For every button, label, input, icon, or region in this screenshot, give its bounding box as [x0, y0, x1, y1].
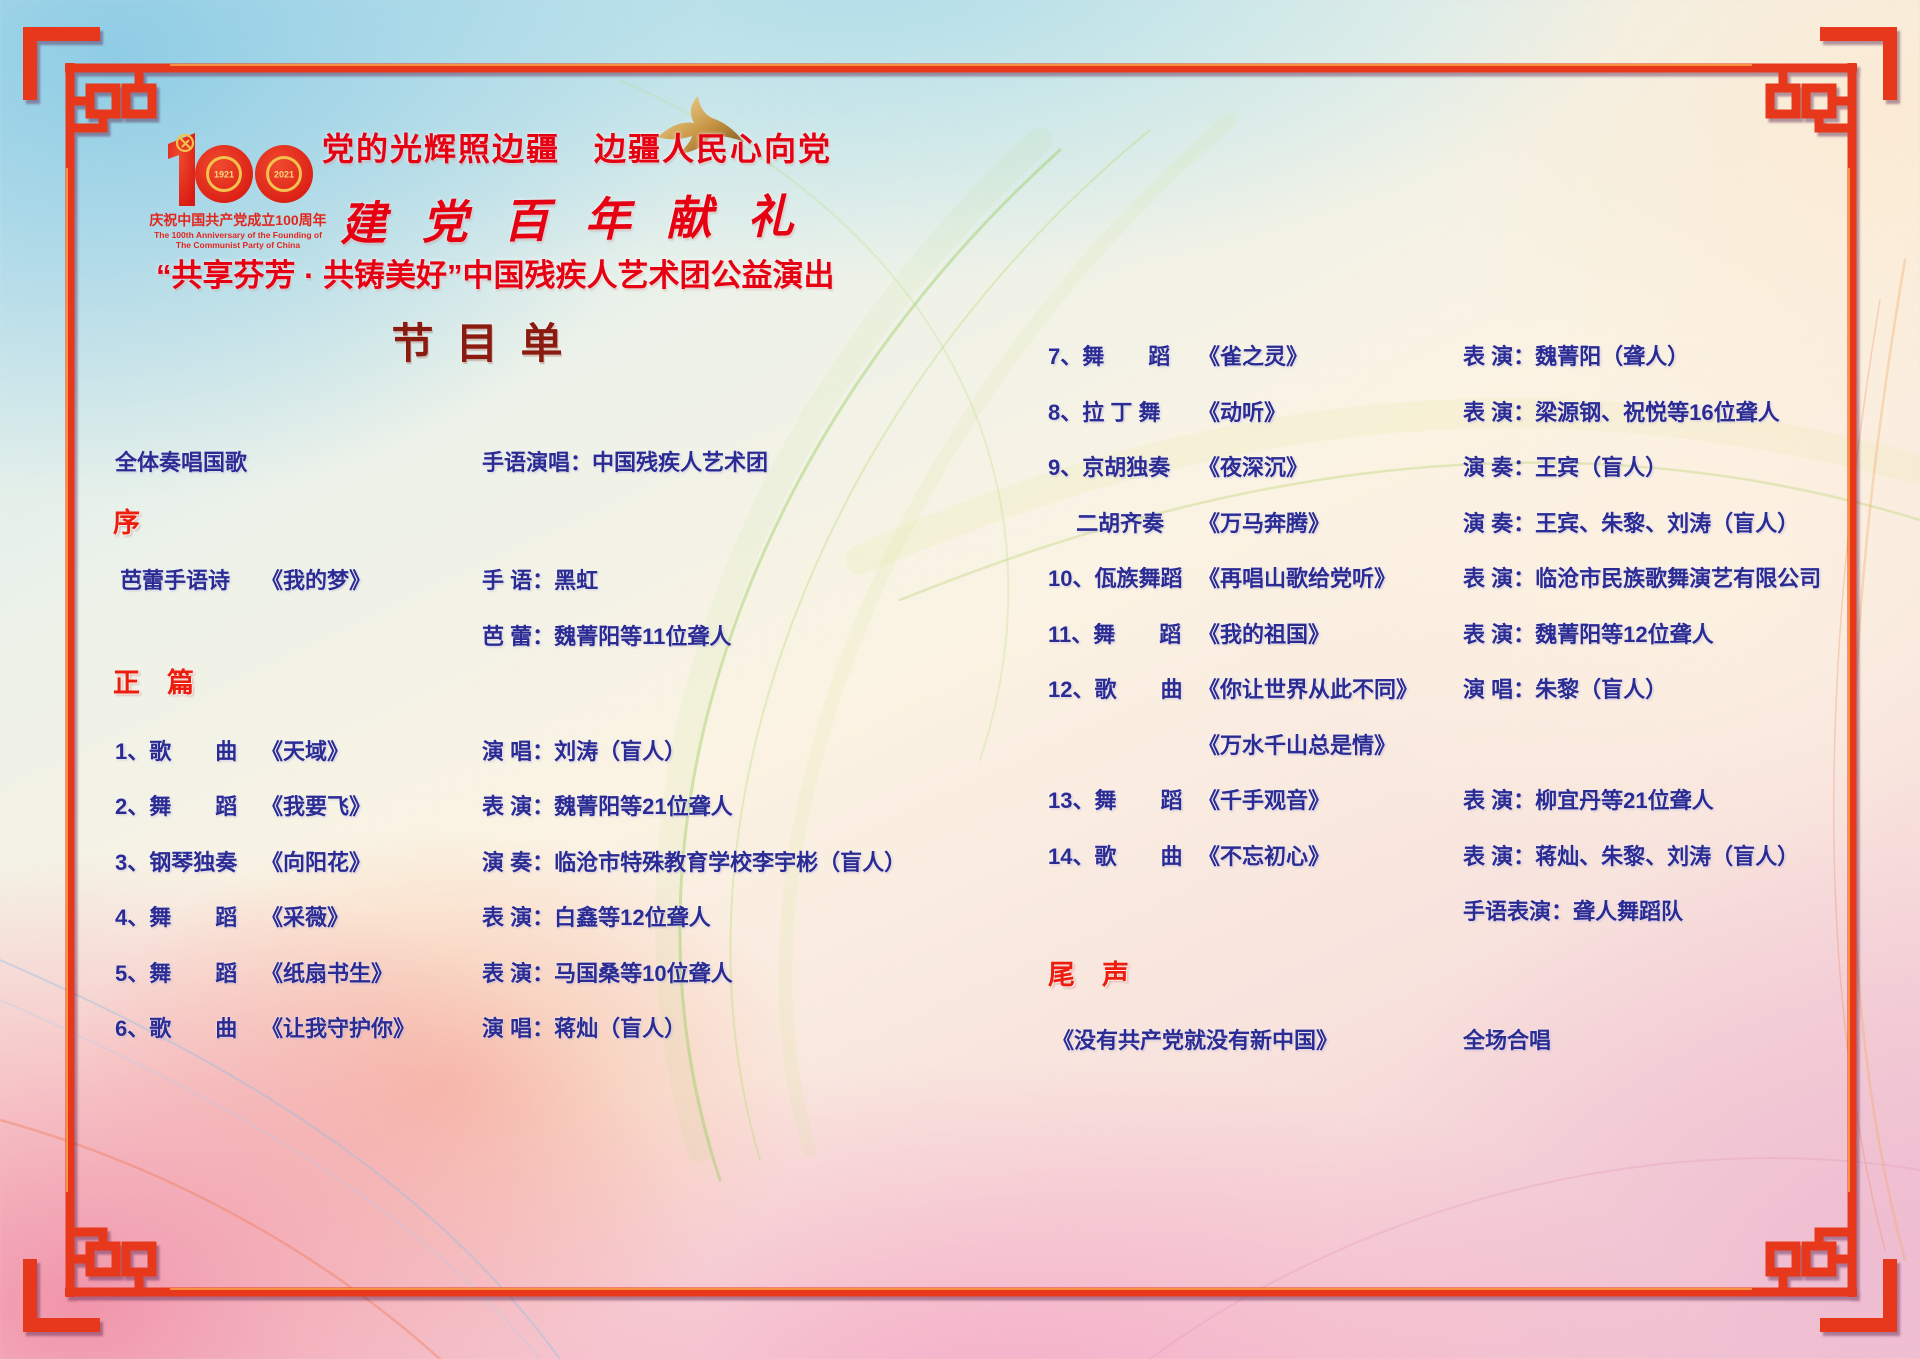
- frame-corner-knot: [1752, 1192, 1857, 1297]
- logo-digit-1: [168, 133, 195, 206]
- logo-zero-1: [195, 145, 253, 203]
- frame-corner-knot: [65, 63, 170, 168]
- logo-year-left: 1921: [214, 170, 234, 180]
- logo-100-graphic: 1921 2021: [168, 133, 313, 206]
- frame-corner-knot: [65, 1192, 170, 1297]
- logo-caption-cn: 庆祝中国共产党成立100周年: [149, 212, 327, 228]
- logo-caption-en: The 100th Anniversary of the Founding of…: [138, 230, 338, 250]
- anniversary-logo: 1921 2021: [158, 126, 318, 218]
- main-title: 党的光辉照边疆 边疆人民心向党: [322, 131, 833, 167]
- subtitle: “共享芬芳 · 共铸美好”中国残疾人艺术团公益演出: [156, 258, 835, 293]
- logo-year-right: 2021: [274, 170, 294, 180]
- dove-icon: [658, 96, 744, 154]
- logo-caption-en-line1: The 100th Anniversary of the Founding of: [154, 230, 322, 240]
- logo-caption-en-line2: The Communist Party of China: [175, 240, 301, 250]
- calligraphy-title: 建 党 百 年 献 礼: [339, 190, 806, 251]
- hammer-and-sickle-icon: [175, 133, 195, 153]
- program-heading: 节 目 单: [391, 322, 569, 368]
- frame-rectangle: [65, 63, 1857, 1297]
- frame-corner-knot: [1752, 63, 1857, 168]
- logo-zero-2: [255, 145, 313, 203]
